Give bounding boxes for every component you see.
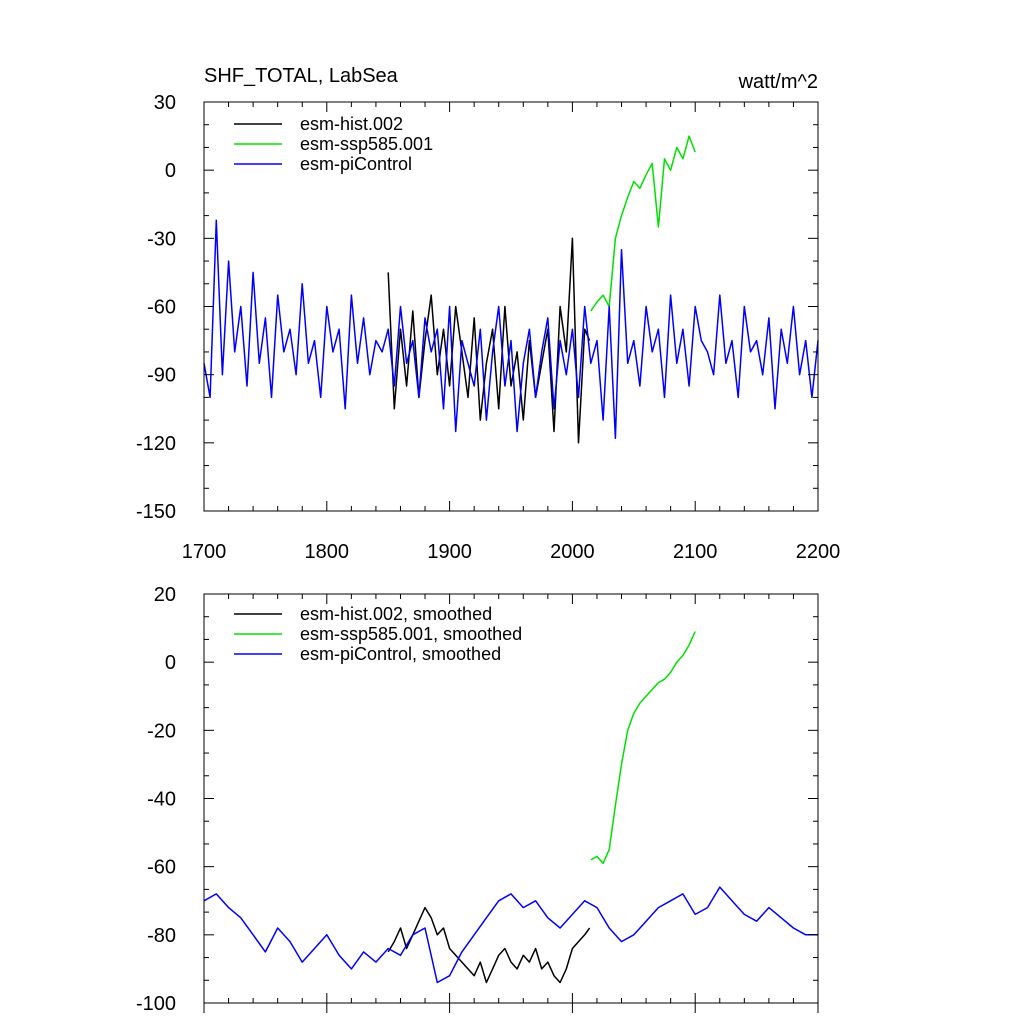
y-tick-label: -60 [147,297,176,319]
legend-label: esm-hist.002, smoothed [300,604,492,624]
y-tick-label: 0 [165,652,176,674]
x-tick-label: 1900 [427,541,472,563]
legend-label: esm-ssp585.001 [300,134,433,154]
legend-label: esm-piControl [300,154,412,174]
x-tick-label: 2100 [673,541,718,563]
chart-panel-2: 20 0 -20 -40 -60 -80 -100 esm-hist.002, smoothe… [136,584,819,1015]
series-line-2-1 [387,906,591,984]
y-tick-label: -100 [136,993,176,1015]
y-tick-label: -90 [147,365,176,387]
plot-frame [203,101,819,512]
y-tick-label: -150 [136,501,176,523]
y-tick-label: -60 [147,857,176,879]
y-tick-label: 20 [154,584,176,606]
y-tick-label: -30 [147,228,176,250]
y-tick-label: -80 [147,925,176,947]
chart-title: SHF_TOTAL, LabSea [204,65,399,87]
legend-label: esm-hist.002 [300,114,403,134]
chart-panel-1: 30 0 -30 -60 -90 -120 -150 1700 1800 1900 2000 2100… [136,65,840,563]
y-tick-label: -40 [147,789,176,811]
series-line-1-2 [590,135,696,312]
legend-label: esm-piControl, smoothed [300,644,501,664]
x-tick-label: 1700 [182,541,227,563]
y-tick-label: -20 [147,720,176,742]
series-line-2-3 [203,886,818,984]
series-line-2-2 [590,631,696,865]
x-tick-label: 2000 [550,541,595,563]
chart-units: watt/m^2 [738,71,818,93]
y-tick-label: -120 [136,433,176,455]
y-tick-label: 0 [165,160,176,182]
legend-label: esm-ssp585.001, smoothed [300,624,522,644]
x-tick-label: 1800 [305,541,350,563]
plot-frame [203,593,819,1004]
y-tick-label: 30 [154,92,176,114]
series-line-1-3 [203,219,819,440]
x-tick-label: 2200 [796,541,841,563]
